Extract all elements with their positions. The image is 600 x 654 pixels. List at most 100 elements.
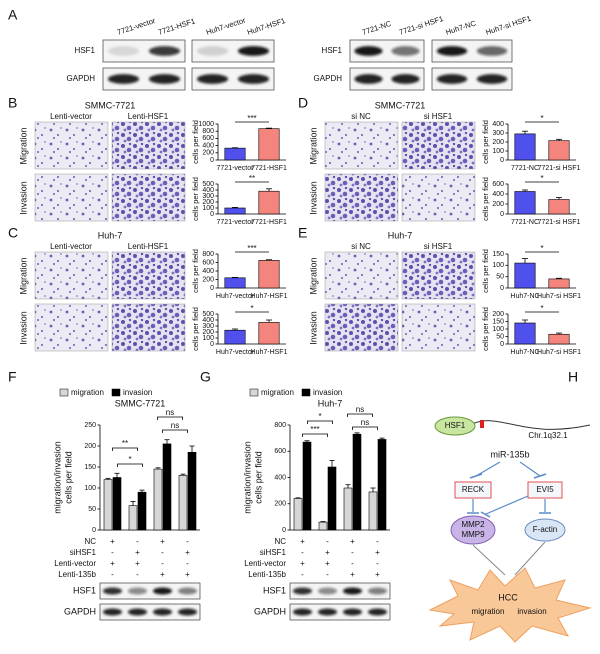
- bar: [514, 262, 536, 289]
- node-label: MMP2: [461, 520, 485, 529]
- band: [354, 46, 383, 56]
- bar: [224, 207, 246, 215]
- significance-bracket: [347, 413, 373, 417]
- significance: ns: [361, 418, 369, 427]
- blot: [349, 39, 425, 63]
- treatment-mark: -: [351, 548, 354, 557]
- significance: ns: [171, 421, 179, 430]
- row-label: Migration: [308, 127, 318, 164]
- treatment-mark: -: [351, 559, 354, 568]
- panel-label: F: [8, 369, 17, 385]
- panel-h-diagram: HSF1 Chr.1q32.1 miR-135b RECK EVI5 MMP2 …: [428, 416, 592, 643]
- y-tick-label: 150: [492, 251, 504, 258]
- evi5-box: [527, 481, 563, 499]
- y-tick-label: 500: [202, 181, 214, 188]
- blot: [102, 39, 186, 63]
- y-tick-label: 0: [500, 157, 504, 164]
- bar: [377, 439, 387, 531]
- y-tick-label: 600: [274, 448, 286, 455]
- y-axis-label: cells per field: [481, 120, 490, 164]
- row-label: Migration: [18, 257, 28, 294]
- inhibit-lines: [475, 461, 541, 477]
- y-tick-label: 0: [210, 285, 214, 292]
- band: [391, 46, 420, 56]
- micrograph: [111, 173, 186, 222]
- blot-label: HSF1: [263, 585, 286, 595]
- row-label: Invasion: [308, 311, 318, 345]
- row-label: HSF1: [75, 46, 96, 55]
- node-label: invasion: [517, 607, 546, 616]
- legend-label: migration: [71, 388, 104, 397]
- y-tick-label: 100: [84, 485, 96, 492]
- band: [343, 587, 362, 595]
- bar: [318, 521, 328, 531]
- x-tick-label: 7721-HSF1: [251, 165, 287, 172]
- x-tick-label: Huh7-NC: [510, 349, 539, 356]
- significance-bracket: [307, 420, 333, 424]
- micrograph: [34, 121, 109, 170]
- panel-label: B: [8, 95, 17, 111]
- blot-label: GAPDH: [254, 606, 286, 616]
- band: [148, 74, 181, 84]
- image-label: si NC: [351, 242, 371, 251]
- bar: [103, 479, 113, 531]
- inhibit-bars: [467, 511, 551, 518]
- significance: *: [128, 455, 131, 464]
- micrograph: [401, 303, 476, 352]
- significance-bracket: [302, 433, 328, 437]
- lane-label: 7721-NC: [361, 19, 393, 37]
- y-tick-label: 150: [492, 318, 504, 325]
- micrograph: [34, 303, 109, 352]
- blot: [289, 582, 391, 600]
- y-tick-label: 250: [84, 422, 96, 429]
- bar: [258, 322, 280, 345]
- lane-label: Huh7-si HSF1: [484, 14, 532, 37]
- significance: ns: [356, 405, 364, 414]
- bar: [137, 491, 147, 531]
- y-tick-label: 400: [492, 121, 504, 128]
- y-tick-label: 0: [210, 211, 214, 218]
- bar: [128, 505, 138, 531]
- significance: **: [249, 174, 255, 183]
- blot: [431, 67, 513, 91]
- micrograph: [401, 121, 476, 170]
- y-tick-label: 800: [274, 422, 286, 429]
- y-tick-label: 300: [202, 193, 214, 200]
- y-axis-label: cells per field: [191, 307, 200, 351]
- treatment-mark: -: [186, 537, 189, 546]
- y-tick-label: 400: [202, 268, 214, 275]
- y-axis-label: migration/invasion: [242, 441, 252, 514]
- treatment-label: Lenti-vector: [54, 559, 96, 568]
- y-axis-label: cells per field: [191, 177, 200, 221]
- y-tick-label: 50: [88, 506, 96, 513]
- panel-labels: A B C D E F G H: [8, 7, 578, 385]
- band: [368, 587, 387, 595]
- y-axis-label: cells per field: [253, 451, 263, 504]
- blot-label: GAPDH: [64, 606, 96, 616]
- blot-label: HSF1: [73, 585, 96, 595]
- x-tick-label: Huh7-NC: [510, 293, 539, 300]
- bar: [548, 140, 570, 161]
- y-tick-label: 600: [492, 181, 504, 188]
- bar: [327, 466, 337, 531]
- y-tick-label: 400: [202, 187, 214, 194]
- significance: ***: [310, 425, 319, 434]
- y-tick-label: 200: [202, 329, 214, 336]
- x-tick-label: Huh7-HSF1: [251, 349, 288, 356]
- treatment-mark: +: [325, 559, 330, 568]
- y-axis-label: cells per field: [481, 249, 490, 293]
- blot: [99, 603, 201, 621]
- y-axis-label: cells per field: [63, 451, 73, 504]
- treatment-mark: +: [185, 548, 190, 557]
- legend-swatch: [59, 388, 69, 397]
- node-label: miR-135b: [490, 449, 529, 459]
- band: [318, 587, 337, 595]
- y-tick-label: 0: [210, 157, 214, 164]
- bar: [112, 477, 122, 531]
- bar: [514, 133, 536, 161]
- micrograph: [324, 121, 399, 170]
- band: [368, 608, 387, 616]
- bar: [514, 322, 536, 345]
- panel-title: SMMC-7721: [375, 100, 426, 110]
- band: [476, 74, 508, 84]
